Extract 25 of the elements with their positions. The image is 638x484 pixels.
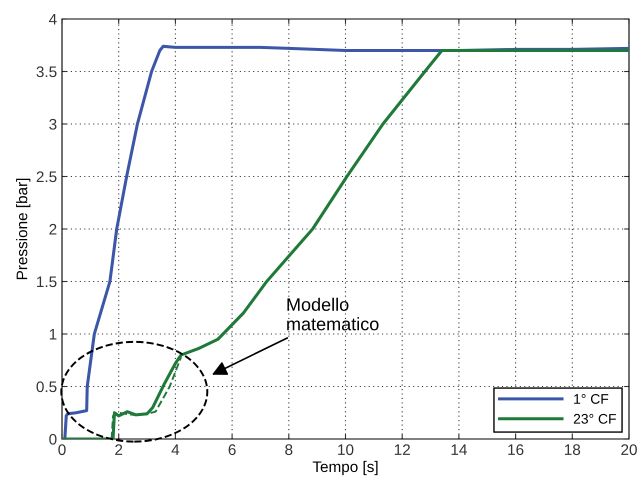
x-tick-label: 20	[621, 444, 637, 456]
x-tick-label: 4	[172, 444, 180, 455]
x-tick-label: 18	[564, 444, 580, 456]
legend-label: 1° CF	[574, 394, 608, 404]
x-tick-label: 10	[338, 444, 354, 456]
y-tick-label: 1	[50, 329, 56, 340]
y-tick-label: 3.5	[36, 66, 56, 78]
x-tick-label: 6	[228, 444, 236, 456]
y-tick-label: 2.5	[36, 171, 56, 182]
y-tick-label: 3	[49, 118, 56, 130]
x-tick-label: 2	[115, 444, 122, 455]
x-tick-label: 12	[394, 444, 410, 455]
y-tick-label: 2	[49, 224, 56, 235]
y-tick-label: 0.5	[36, 381, 56, 392]
x-tick-label: 8	[285, 444, 292, 456]
x-tick-label: 16	[508, 444, 524, 456]
x-tick-label: 14	[452, 444, 467, 455]
y-tick-label: 4	[48, 14, 57, 25]
annotation: Modello matematico	[287, 298, 379, 330]
x-tick-label: 0	[58, 444, 66, 456]
legend-label: 23° CF	[574, 414, 616, 424]
x-axis-title: Tempo [s]	[312, 460, 378, 476]
y-axis-title: Pressione [bar]	[16, 178, 30, 280]
y-tick-label: 1.5	[37, 276, 56, 288]
y-tick-label: 0	[49, 434, 57, 445]
